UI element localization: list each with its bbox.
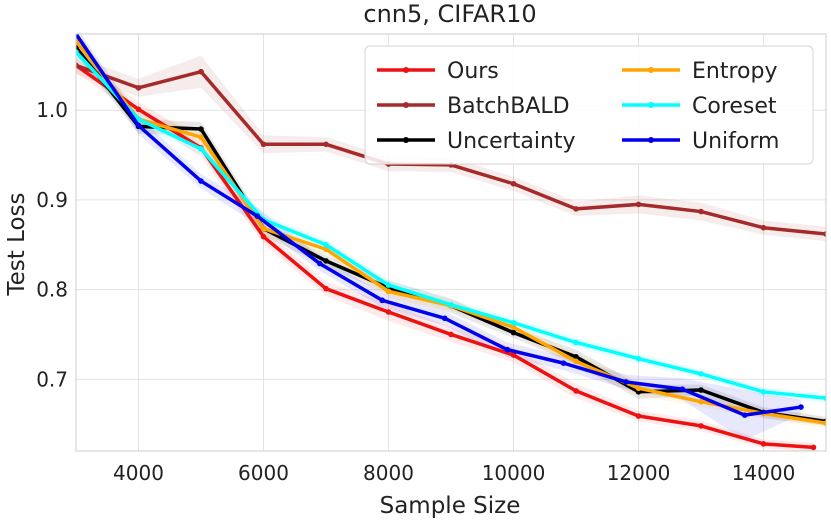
data-point-uniform xyxy=(741,412,748,418)
band-batchbald xyxy=(76,55,826,242)
data-point-uniform xyxy=(560,360,567,366)
data-point-coreset xyxy=(323,241,329,248)
data-point-uniform xyxy=(198,178,204,184)
data-point-ours xyxy=(260,233,267,240)
legend-marker-batchbald xyxy=(403,102,409,108)
data-point-entropy xyxy=(573,358,579,365)
data-point-uniform xyxy=(135,122,142,129)
data-point-coreset xyxy=(823,395,826,401)
legend-label-entropy: Entropy xyxy=(692,59,777,84)
data-point-entropy xyxy=(260,225,267,232)
legend-marker-ours xyxy=(403,67,409,73)
data-point-coreset xyxy=(198,145,204,152)
legend-box xyxy=(364,45,814,165)
data-point-entropy xyxy=(510,324,517,331)
data-point-coreset xyxy=(698,371,704,377)
y-axis-ticks: 0.7 0.8 0.9 1.0 xyxy=(36,98,68,391)
data-point-batchbald xyxy=(135,85,142,91)
data-point-uncertainty xyxy=(198,126,204,132)
data-point-coreset xyxy=(635,355,642,362)
data-point-entropy xyxy=(823,420,826,426)
data-point-ours xyxy=(323,285,329,292)
data-point-uncertainty xyxy=(698,387,704,393)
data-point-ours xyxy=(573,388,579,394)
y-tick-label: 0.8 xyxy=(36,278,68,302)
data-point-batchbald xyxy=(573,206,579,212)
data-point-uniform xyxy=(316,260,323,267)
data-point-ours xyxy=(448,331,454,338)
legend-label-uncertainty: Uncertainty xyxy=(447,129,576,154)
x-tick-label: 10000 xyxy=(482,461,546,485)
legend-marker-entropy xyxy=(648,67,654,73)
y-tick-label: 0.9 xyxy=(36,188,68,212)
data-point-entropy xyxy=(385,288,392,295)
x-axis-ticks: 4000 6000 8000 10000 12000 14000 xyxy=(113,461,795,485)
data-point-coreset xyxy=(76,49,79,55)
plot-area xyxy=(75,33,827,452)
data-point-batchbald xyxy=(698,208,704,215)
x-tick-label: 14000 xyxy=(732,461,796,485)
y-tick-label: 1.0 xyxy=(36,98,68,122)
data-point-entropy xyxy=(323,246,329,253)
x-tick-label: 6000 xyxy=(238,461,289,485)
data-point-uncertainty xyxy=(573,354,579,360)
data-point-batchbald xyxy=(760,224,767,231)
data-point-ours xyxy=(385,309,392,315)
data-point-batchbald xyxy=(260,141,267,148)
data-point-batchbald xyxy=(510,180,517,187)
data-point-ours xyxy=(698,423,704,429)
y-axis-label: Test Loss xyxy=(4,192,30,296)
legend: Ours BatchBALD Uncertainty Entropy Coreset Un… xyxy=(364,45,814,165)
data-point-uncertainty xyxy=(510,329,517,336)
legend-label-uniform: Uniform xyxy=(692,129,779,154)
legend-marker-uniform xyxy=(648,137,654,143)
data-point-uniform xyxy=(504,346,511,353)
data-point-entropy xyxy=(698,398,704,405)
legend-marker-uncertainty xyxy=(403,137,409,143)
series-lines xyxy=(76,34,826,451)
x-axis-label: Sample Size xyxy=(380,493,521,519)
data-point-ours xyxy=(135,106,142,113)
data-point-coreset xyxy=(760,389,767,395)
x-tick-label: 4000 xyxy=(113,461,164,485)
legend-marker-coreset xyxy=(648,102,654,108)
data-point-uniform xyxy=(379,297,386,304)
legend-label-ours: Ours xyxy=(447,59,499,84)
y-tick-label: 0.7 xyxy=(36,367,68,391)
data-point-entropy xyxy=(198,134,204,140)
data-point-coreset xyxy=(448,302,454,308)
legend-label-coreset: Coreset xyxy=(692,94,777,119)
data-point-uniform xyxy=(623,379,629,385)
x-tick-label: 8000 xyxy=(363,461,414,485)
data-point-ours xyxy=(510,352,517,358)
data-point-entropy xyxy=(635,385,642,392)
data-point-batchbald xyxy=(323,141,329,148)
data-point-uniform xyxy=(441,315,448,322)
data-point-coreset xyxy=(573,339,579,346)
data-point-batchbald xyxy=(635,201,642,208)
data-point-uncertainty xyxy=(323,258,329,264)
data-point-uniform xyxy=(679,386,686,392)
data-point-batchbald xyxy=(76,62,79,69)
data-point-ours xyxy=(760,441,767,447)
x-tick-label: 12000 xyxy=(607,461,671,485)
data-point-uniform xyxy=(254,213,261,219)
data-point-coreset xyxy=(510,319,517,326)
legend-label-batchbald: BatchBALD xyxy=(447,94,570,119)
data-point-uniform xyxy=(76,34,79,37)
data-point-uniform xyxy=(798,404,804,410)
data-point-batchbald xyxy=(198,68,204,75)
chart-title: cnn5, CIFAR10 xyxy=(363,0,536,28)
data-point-ours xyxy=(635,413,642,419)
data-point-ours xyxy=(810,444,817,451)
data-point-batchbald xyxy=(823,231,826,237)
data-point-coreset xyxy=(385,282,392,288)
